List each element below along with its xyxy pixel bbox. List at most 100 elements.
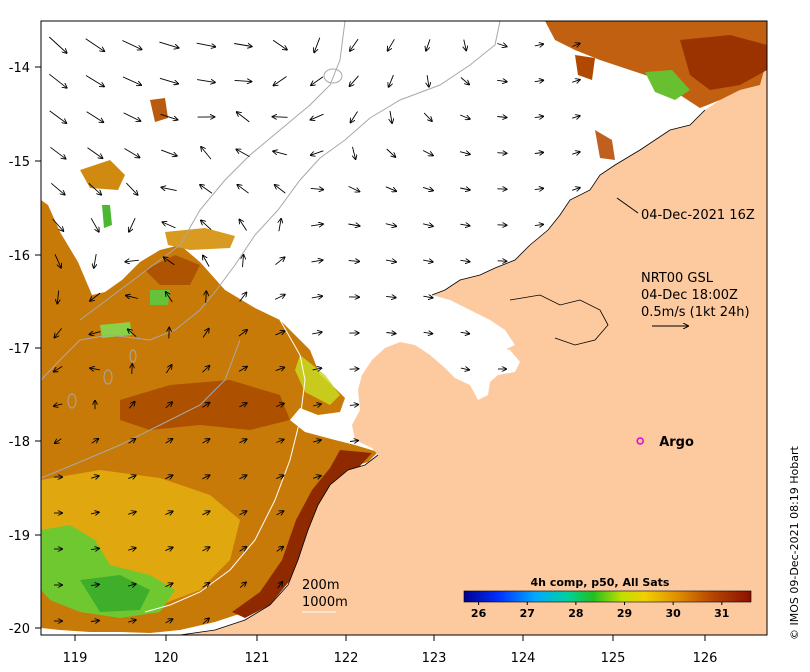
current-vector bbox=[497, 153, 506, 154]
current-vector bbox=[312, 368, 322, 370]
current-vector bbox=[128, 329, 137, 338]
current-vector bbox=[276, 511, 284, 515]
contour-1000m bbox=[41, 21, 501, 381]
current-vector bbox=[90, 292, 101, 301]
current-vector bbox=[128, 475, 135, 478]
x-tick-label: 124 bbox=[511, 651, 536, 666]
peninsula bbox=[510, 295, 608, 345]
current-vector bbox=[388, 39, 395, 50]
argo-label: Argo bbox=[659, 435, 694, 450]
current-vector bbox=[275, 185, 286, 194]
current-vector bbox=[460, 77, 469, 85]
current-vector bbox=[85, 38, 105, 51]
x-tick-label: 125 bbox=[601, 651, 626, 666]
current-vector bbox=[202, 583, 210, 588]
current-vector bbox=[460, 224, 469, 226]
current-vector bbox=[572, 188, 580, 191]
current-vector bbox=[85, 75, 104, 87]
x-tick: 121 bbox=[245, 635, 269, 666]
y-tick-label: -19 bbox=[9, 529, 30, 544]
map-frame bbox=[40, 20, 768, 636]
current-vector bbox=[311, 150, 324, 155]
seamount-contour bbox=[103, 369, 113, 385]
x-axis: 119 120 121 122 123 124 125 126 bbox=[63, 635, 717, 666]
y-tick: -16 bbox=[9, 249, 41, 264]
current-vector bbox=[276, 547, 283, 552]
current-vector bbox=[91, 512, 99, 514]
current-vector bbox=[310, 188, 324, 189]
current-vector bbox=[386, 333, 395, 334]
current-vector bbox=[385, 260, 396, 262]
current-vector bbox=[311, 76, 324, 86]
x-tick-label: 119 bbox=[63, 651, 88, 666]
current-vector bbox=[124, 148, 140, 158]
current-vector bbox=[350, 38, 359, 51]
current-vector bbox=[237, 112, 250, 123]
x-tick: 125 bbox=[601, 635, 626, 666]
current-vector bbox=[128, 402, 134, 409]
current-vector bbox=[534, 80, 544, 81]
current-vector bbox=[243, 255, 244, 268]
current-vector bbox=[122, 40, 141, 50]
current-vector bbox=[202, 547, 210, 551]
current-vector bbox=[460, 188, 470, 190]
current-vector bbox=[128, 512, 136, 515]
y-tick-label: -20 bbox=[9, 622, 30, 637]
sst-fragment bbox=[102, 205, 112, 228]
colorbar-tick-label: 27 bbox=[520, 607, 535, 620]
current-vector bbox=[50, 146, 65, 158]
current-vector bbox=[427, 75, 429, 87]
y-tick: -18 bbox=[9, 435, 41, 450]
current-vector bbox=[165, 619, 173, 623]
current-vector bbox=[348, 224, 359, 226]
current-vector bbox=[159, 41, 178, 48]
current-vector bbox=[422, 150, 433, 156]
contour-1000m-label: 1000m bbox=[302, 595, 348, 610]
colorbar-ticks: 26 27 28 29 30 31 bbox=[471, 602, 729, 620]
seamount-contour bbox=[129, 349, 137, 363]
current-source-label: NRT00 GSL bbox=[641, 271, 714, 286]
current-vector bbox=[165, 402, 172, 409]
current-vector bbox=[276, 440, 283, 443]
current-vector bbox=[534, 224, 543, 225]
sst-north-green bbox=[645, 70, 690, 100]
x-tick: 120 bbox=[154, 635, 178, 666]
current-vector bbox=[464, 39, 466, 51]
current-vector bbox=[202, 511, 209, 515]
current-vector bbox=[160, 113, 178, 119]
current-vector bbox=[423, 332, 433, 333]
y-tick: -14 bbox=[9, 61, 41, 76]
y-tick: -17 bbox=[9, 342, 41, 357]
current-vector bbox=[572, 116, 580, 118]
current-vector bbox=[201, 220, 212, 230]
y-tick-label: -16 bbox=[9, 249, 30, 264]
current-vector bbox=[203, 256, 210, 267]
credit-text: © IMOS 09-Dec-2021 08:19 Hobart bbox=[788, 445, 801, 640]
current-vector bbox=[54, 366, 63, 371]
sst-north-fragment bbox=[575, 55, 595, 80]
current-vector bbox=[49, 73, 66, 88]
current-vector bbox=[239, 511, 247, 515]
current-vector bbox=[161, 149, 177, 156]
y-tick-label: -17 bbox=[9, 342, 30, 357]
current-vector bbox=[52, 218, 64, 231]
current-vector bbox=[348, 185, 360, 191]
current-vector bbox=[274, 295, 285, 300]
current-vector bbox=[279, 219, 281, 232]
sst-green-patch bbox=[100, 322, 132, 338]
current-vector bbox=[273, 151, 288, 156]
current-vector bbox=[386, 148, 396, 157]
current-vector bbox=[423, 296, 432, 298]
current-vector bbox=[572, 44, 579, 47]
land-mass bbox=[180, 60, 767, 635]
current-vector bbox=[460, 332, 470, 333]
y-axis: -14 -15 -16 -17 -18 -19 -20 bbox=[9, 61, 41, 637]
current-vector bbox=[57, 290, 58, 304]
current-vector bbox=[238, 367, 247, 372]
current-vector bbox=[311, 224, 323, 226]
colorbar-gradient bbox=[463, 590, 752, 603]
current-vector bbox=[351, 111, 358, 123]
y-tick: -19 bbox=[9, 529, 41, 544]
current-vector bbox=[202, 366, 210, 373]
current-vector bbox=[275, 257, 284, 266]
